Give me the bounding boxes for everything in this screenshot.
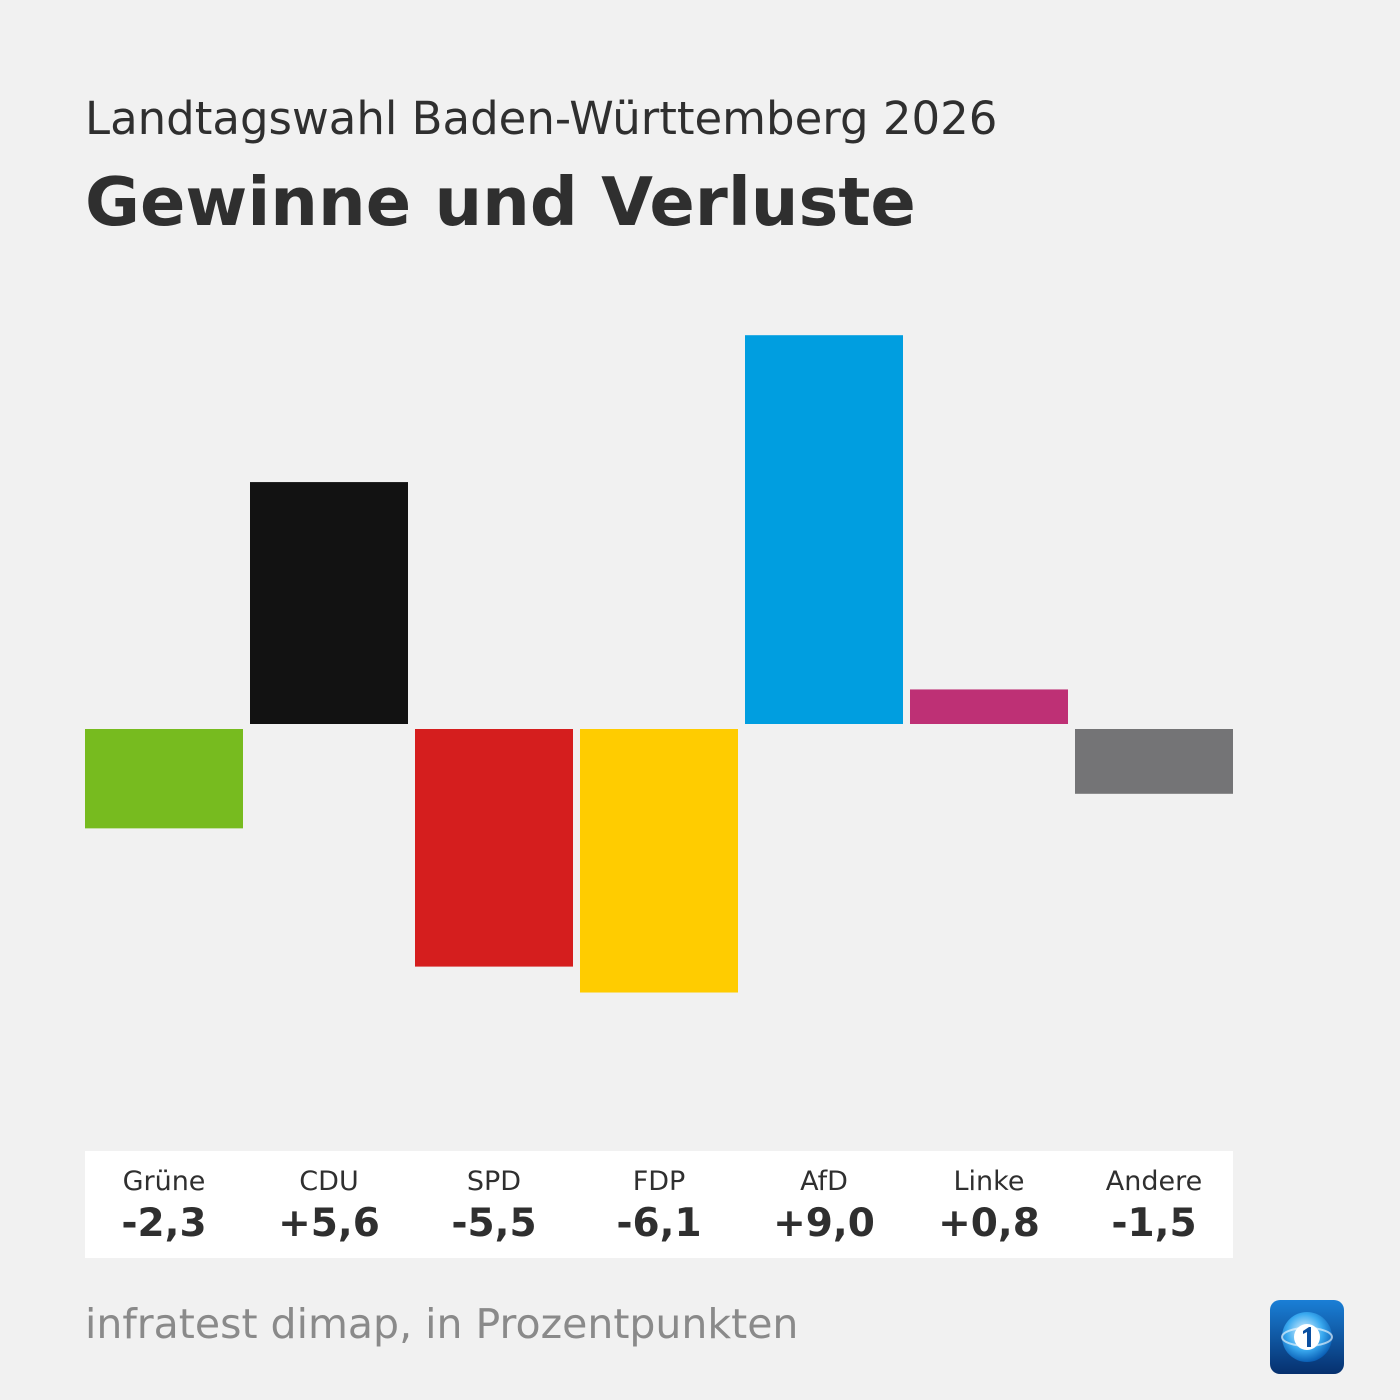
source-note: infratest dimap, in Prozentpunkten (85, 1300, 799, 1348)
bar-fdp (580, 729, 738, 993)
party-name-label: Andere (1105, 1166, 1203, 1197)
label-cell-gruene: Grüne -2,3 (85, 1151, 243, 1258)
label-cell-cdu: CDU +5,6 (250, 1151, 408, 1258)
bar-spd (415, 729, 573, 967)
party-value-label: -6,1 (616, 1201, 702, 1246)
label-cell-spd: SPD -5,5 (415, 1151, 573, 1258)
label-cell-fdp: FDP -6,1 (580, 1151, 738, 1258)
party-value-label: +5,6 (278, 1201, 380, 1246)
party-name-label: Linke (953, 1166, 1025, 1197)
chart-subtitle: Landtagswahl Baden-Württemberg 2026 (85, 92, 998, 145)
party-name-label: SPD (466, 1166, 522, 1197)
party-value-label: +9,0 (773, 1201, 875, 1246)
label-cell-andere: Andere -1,5 (1075, 1151, 1233, 1258)
chart-title: Gewinne und Verluste (85, 163, 916, 241)
tagesschau-logo-icon (1270, 1300, 1344, 1374)
bars-group (85, 335, 1233, 993)
bar-cdu (250, 482, 408, 724)
party-name-label: AfD (800, 1166, 848, 1197)
party-value-label: -2,3 (121, 1201, 207, 1246)
party-name-label: Grüne (122, 1166, 206, 1197)
party-labels-panel: Grüne -2,3 CDU +5,6 SPD -5,5 FDP -6,1 AfD +9,0 Lin… (85, 1151, 1233, 1258)
party-value-label: -1,5 (1111, 1201, 1197, 1246)
bar-linke (910, 689, 1068, 724)
bar-gruene (85, 729, 243, 829)
bar-andere (1075, 729, 1233, 794)
label-cell-afd: AfD +9,0 (745, 1151, 903, 1258)
bar-afd (745, 335, 903, 724)
party-value-label: -5,5 (451, 1201, 537, 1246)
party-name-label: CDU (299, 1166, 359, 1197)
party-name-label: FDP (632, 1166, 686, 1197)
label-cell-linke: Linke +0,8 (910, 1151, 1068, 1258)
party-value-label: +0,8 (938, 1201, 1040, 1246)
